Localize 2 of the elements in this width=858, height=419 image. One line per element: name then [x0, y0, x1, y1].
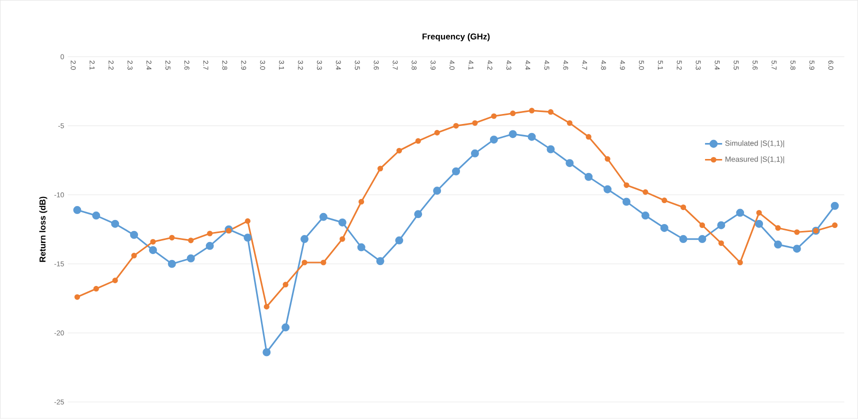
y-axis-title: Return loss (dB) [39, 196, 48, 262]
x-axis-title: Frequency (GHz) [422, 33, 490, 42]
